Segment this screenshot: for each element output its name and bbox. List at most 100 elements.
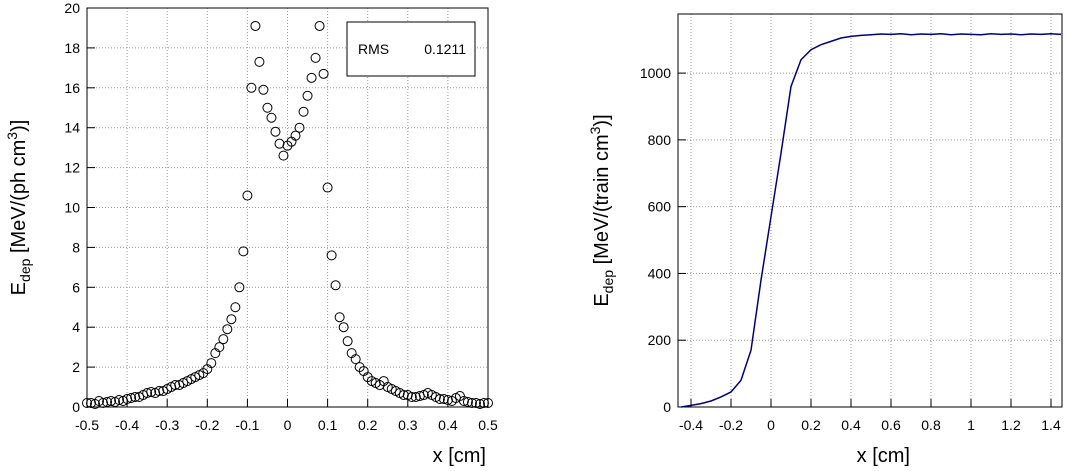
data-point bbox=[294, 122, 305, 133]
data-point bbox=[322, 182, 333, 193]
data-point bbox=[146, 387, 157, 398]
y-title-text: [MeV/(train cm bbox=[591, 134, 613, 270]
y-title-sup: 3 bbox=[587, 126, 603, 134]
data-line bbox=[680, 32, 1062, 408]
data-point bbox=[250, 20, 261, 31]
x-tick-label: 0.6 bbox=[881, 417, 901, 433]
data-point bbox=[330, 280, 341, 291]
x-tick-label: 1 bbox=[967, 417, 975, 433]
data-point bbox=[214, 342, 225, 353]
y-tick-label: 0 bbox=[72, 399, 80, 415]
data-point bbox=[238, 246, 249, 257]
data-point bbox=[478, 398, 489, 409]
y-axis-title: Edep [MeV/(ph cm3)] bbox=[4, 120, 33, 296]
x-tick-label: -0.5 bbox=[75, 417, 99, 433]
data-point bbox=[290, 130, 301, 141]
data-point bbox=[338, 322, 349, 333]
y-tick-label: 200 bbox=[648, 332, 672, 348]
data-point bbox=[483, 398, 493, 409]
data-point bbox=[278, 150, 289, 161]
y-title-sub: dep bbox=[17, 258, 33, 282]
y-tick-label: 18 bbox=[64, 40, 80, 56]
y-title-sub: dep bbox=[600, 270, 616, 294]
y-tick-label: 4 bbox=[72, 319, 80, 335]
x-axis-title: x [cm] bbox=[433, 445, 486, 467]
y-tick-label: 800 bbox=[648, 132, 672, 148]
data-point bbox=[466, 398, 477, 409]
stats-name: RMS bbox=[358, 41, 389, 57]
stats-value: 0.1211 bbox=[424, 41, 466, 57]
data-point bbox=[242, 190, 253, 201]
data-point bbox=[126, 393, 137, 404]
data-point bbox=[262, 102, 273, 113]
panel: -0.4 -0.2 0 0.2 0.4 0.6 0.8 1 1.2 1.4 0 200 400 600 80… bbox=[587, 13, 1063, 467]
y-tick-label: 14 bbox=[64, 120, 80, 136]
x-tick-label: -0.3 bbox=[155, 417, 179, 433]
data-point bbox=[310, 52, 321, 63]
data-point bbox=[154, 386, 165, 397]
data-point bbox=[102, 397, 113, 408]
x-tick-label: -0.2 bbox=[719, 417, 743, 433]
data-point bbox=[458, 396, 469, 407]
x-axis-title: x [cm] bbox=[857, 445, 910, 467]
data-point bbox=[86, 398, 97, 409]
data-point bbox=[298, 106, 309, 117]
data-point bbox=[318, 68, 329, 79]
x-tick-label: -0.4 bbox=[679, 417, 703, 433]
y-title-main: E bbox=[591, 293, 613, 306]
y-title-sup: 3 bbox=[4, 132, 20, 140]
data-point bbox=[254, 56, 265, 67]
x-tick-label: 1.4 bbox=[1041, 417, 1061, 433]
data-point bbox=[130, 392, 141, 403]
data-point bbox=[266, 112, 277, 123]
data-point bbox=[438, 394, 449, 405]
data-point bbox=[206, 358, 217, 369]
data-point bbox=[98, 398, 109, 409]
x-tick-label: 0 bbox=[284, 417, 292, 433]
plot-frame bbox=[677, 13, 1063, 408]
y-tick-label: 16 bbox=[64, 80, 80, 96]
stats-box bbox=[346, 21, 476, 77]
data-point bbox=[470, 398, 481, 409]
data-point bbox=[114, 395, 125, 406]
data-point bbox=[406, 392, 417, 403]
data-point bbox=[222, 324, 233, 335]
plot-frame bbox=[86, 7, 489, 408]
y-tick-label: 6 bbox=[72, 279, 80, 295]
y-axis-title: Edep [MeV/(train cm3)] bbox=[587, 114, 616, 306]
data-point bbox=[270, 126, 281, 137]
data-point bbox=[398, 390, 409, 401]
y-tick-label: 400 bbox=[648, 265, 672, 281]
panel: -0.5 -0.4 -0.3 -0.2 -0.1 0 0.1 0.2 0.3 0.4 0.5 0 2 4 6… bbox=[4, 0, 498, 467]
data-point bbox=[334, 312, 345, 323]
data-point bbox=[274, 138, 285, 149]
data-point bbox=[258, 84, 269, 95]
y-tick-label: 600 bbox=[648, 199, 672, 215]
x-tick-label: 0 bbox=[767, 417, 775, 433]
x-tick-label: 0.2 bbox=[358, 417, 378, 433]
data-point bbox=[106, 396, 117, 407]
data-point bbox=[302, 90, 313, 101]
x-tick-label: 0.3 bbox=[398, 417, 418, 433]
y-tick-label: 1000 bbox=[640, 65, 671, 81]
y-tick-label: 20 bbox=[64, 0, 80, 16]
x-tick-label: -0.1 bbox=[235, 417, 259, 433]
data-point bbox=[230, 302, 241, 313]
data-point bbox=[342, 336, 353, 347]
data-point bbox=[142, 388, 153, 399]
data-point bbox=[434, 394, 445, 405]
data-point bbox=[234, 282, 245, 293]
data-point bbox=[442, 395, 453, 406]
data-point bbox=[326, 250, 337, 261]
data-point bbox=[246, 82, 257, 93]
y-tick-label: 2 bbox=[72, 359, 80, 375]
data-point bbox=[122, 394, 133, 405]
y-title-main: E bbox=[8, 282, 30, 295]
x-tick-label: 0.2 bbox=[801, 417, 821, 433]
x-tick-label: 0.4 bbox=[841, 417, 861, 433]
data-point bbox=[170, 380, 181, 391]
data-point bbox=[226, 314, 237, 325]
y-tick-label: 10 bbox=[64, 200, 80, 216]
x-tick-label: -0.4 bbox=[115, 417, 139, 433]
